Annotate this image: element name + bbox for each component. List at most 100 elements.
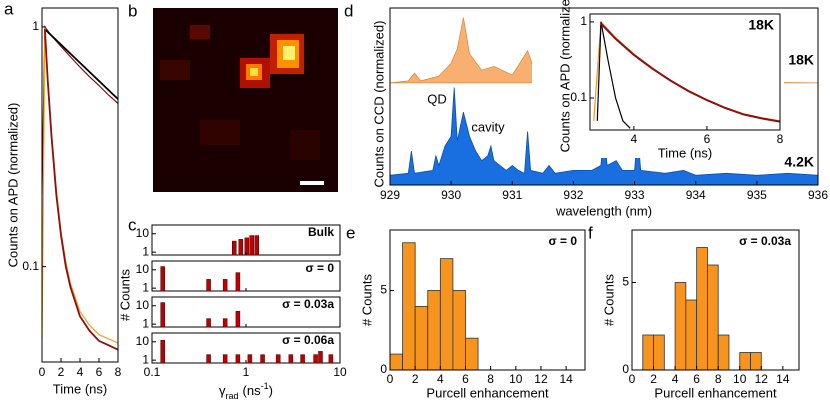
plot-frame [389,229,586,371]
bar [247,354,253,364]
histogram-bar [465,337,479,371]
x-tick-label: 936 [808,188,828,202]
bar [244,237,250,256]
data-line [42,26,118,344]
x-tick-label: 6 [704,132,711,146]
image-spot [160,60,190,80]
x-axis-label-part: -1 [261,381,269,391]
histogram-bar [389,353,403,371]
histogram-bar [414,305,429,371]
bar [160,302,165,328]
panel-label: e [346,223,355,242]
y-tick-label: 1 [580,14,587,28]
image-spot [250,68,258,76]
x-tick-label: 8 [777,132,784,146]
plot-frame [41,7,119,363]
x-tick-label: 0.1 [144,365,161,379]
x-tick-label: 14 [776,372,790,386]
y-axis-label: Counts on APD (normalized) [5,103,20,268]
image-background [153,8,338,192]
bar [249,235,254,256]
panel-label: c [128,215,137,234]
x-tick-label: 930 [441,188,461,202]
x-tick-label: 10 [509,372,523,386]
subplot-label: σ = 0.03a [739,234,791,248]
bar [222,279,228,292]
x-axis-label: γrad (ns-1) [219,381,273,401]
bar [254,235,259,256]
x-tick-label: 6 [693,372,700,386]
x-tick-label: 1 [243,365,250,379]
y-tick-label: 1 [32,19,39,33]
y-axis-label: # Counts [359,273,374,326]
heatmap-image [153,8,338,192]
bar [222,318,228,328]
histogram-bar [707,264,719,371]
image-spot [190,25,210,39]
image-spot [283,46,295,60]
plot-frame [589,13,781,131]
x-tick-label: 2 [650,372,657,386]
bar [160,266,165,292]
x-tick-label: 6 [96,365,103,379]
bar [328,354,334,364]
x-tick-label: 4 [631,132,638,146]
y-tick-label: 0 [622,362,629,376]
y-tick-label: 10 [136,226,150,240]
x-axis-label-part: ) [269,383,273,398]
annotation: cavity [471,119,505,134]
plot-frame [631,229,800,371]
histogram-bar [653,334,665,371]
x-axis-label: Purcell enhancement [426,385,549,400]
x-axis-label-part: rad [226,391,239,401]
x-tick-label: 10 [333,365,347,379]
histogram-bar [739,352,751,371]
panel-label: f [588,223,593,242]
x-tick-label: 0 [629,372,636,386]
x-tick-label: 10 [733,372,747,386]
x-tick-label: 8 [487,372,494,386]
bar [238,239,244,256]
subplot-label: σ = 0.03a [282,297,334,311]
x-tick-label: 4 [77,365,84,379]
x-tick-label: 8 [715,372,722,386]
y-tick-label: 0 [380,362,387,376]
histogram-bar [427,290,441,371]
x-axis-label-part: (ns [243,383,262,398]
y-axis-label: # Counts [117,268,132,321]
bar [260,354,265,364]
y-tick-label: 1 [142,316,149,330]
bar [206,354,211,364]
scale-bar [300,181,324,185]
x-tick-label: 934 [686,188,706,202]
histogram-bar [685,299,698,371]
bar [232,240,237,256]
x-tick-label: 14 [559,372,573,386]
x-tick-label: 8 [115,365,122,379]
y-axis-label: Counts on CCD (normalized) [371,21,386,188]
bar [318,351,323,364]
histogram-bar [750,352,762,371]
x-tick-label: 933 [625,188,645,202]
panel-label: b [128,1,137,20]
histogram-bar [452,290,466,371]
x-tick-label: 12 [534,372,548,386]
x-tick-label: 929 [380,188,400,202]
y-tick-label: 1 [142,280,149,294]
x-tick-label: 12 [755,372,769,386]
subplot-label: Bulk [308,225,334,239]
y-tick-label: 10 [136,262,150,276]
histogram-bar [439,258,454,371]
x-tick-label: 935 [747,188,767,202]
y-tick-label: 10 [136,334,150,348]
bar [300,354,305,364]
y-tick-label: 1 [142,352,149,366]
x-tick-label: 4 [672,372,679,386]
image-spot [290,130,320,160]
x-tick-label: 0 [39,365,46,379]
x-tick-label: 0 [387,372,394,386]
y-axis-label: # Counts [601,273,616,326]
y-tick-label: 0.1 [570,90,587,104]
y-tick-label: 5 [380,283,387,297]
